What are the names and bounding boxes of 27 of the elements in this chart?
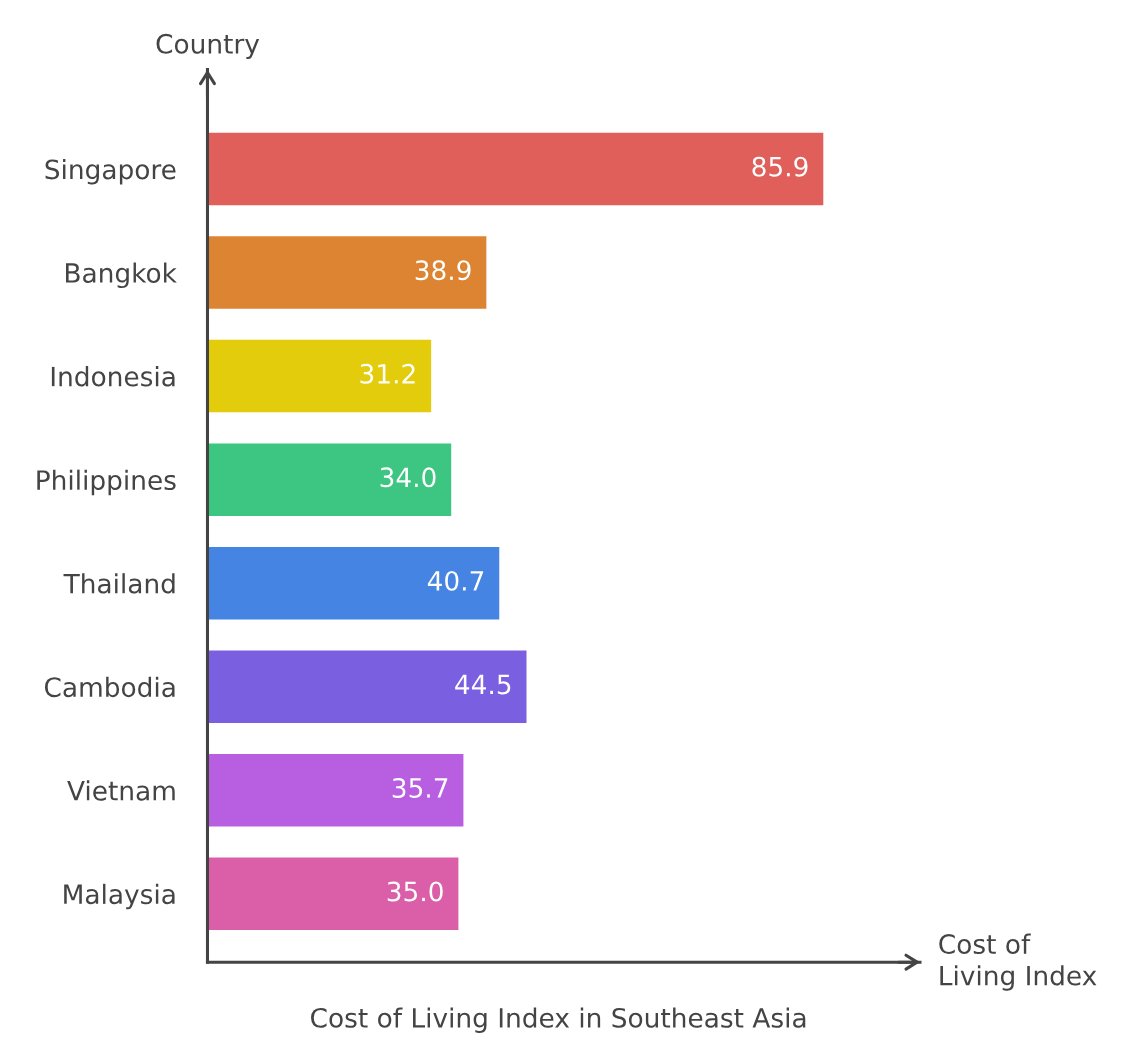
data-label: 34.0 [380,467,436,488]
y-tick-label: Singapore [45,159,176,185]
y-tick-label: Vietnam [67,780,175,801]
data-label: 35.7 [392,777,448,798]
bar [207,443,452,516]
y-tick-label: Cambodia [44,676,175,698]
bar [207,339,432,413]
data-label: 35.0 [387,881,443,902]
data-label: 85.9 [752,156,808,177]
bar [207,132,824,206]
data-label: 38.9 [415,260,471,281]
y-tick-label: Malaysia [64,883,175,910]
data-label: 31.2 [360,363,415,384]
data-label: 40.7 [427,570,484,591]
y-tick-label: Indonesia [51,366,175,387]
data-label: 44.5 [455,674,511,695]
bar [207,857,459,931]
text: Cost of Living Index in Southeast Asia [311,1007,806,1033]
bar [207,650,527,723]
bar [207,236,487,309]
y-tick-label: Thailand [63,573,175,594]
y-axis-title: Country [156,33,260,59]
bar [207,754,464,827]
x-axis-title: Cost of Living Index [939,933,1097,991]
y-tick-label: Bangkok [66,262,177,289]
y-tick-label: Philippines [37,469,176,496]
bar [207,546,500,620]
